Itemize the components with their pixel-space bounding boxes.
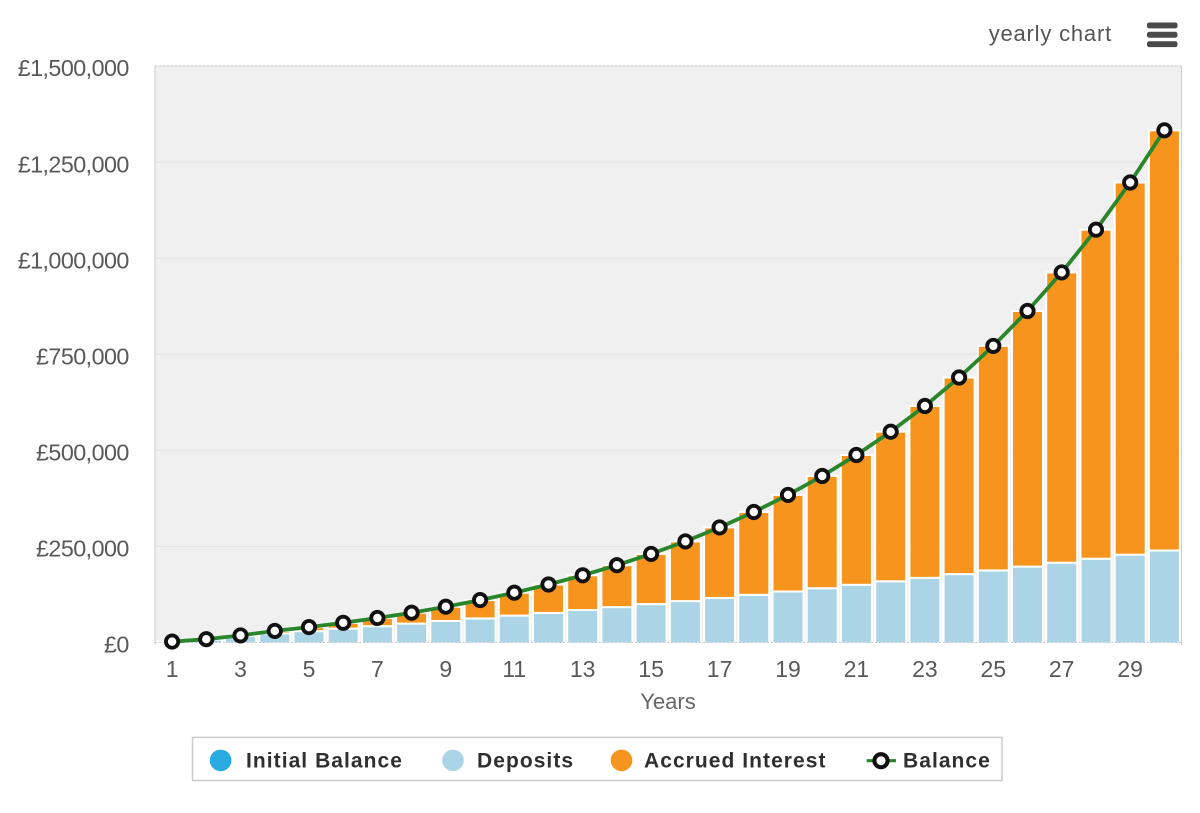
svg-text:19: 19 <box>775 656 801 682</box>
svg-text:15: 15 <box>638 656 664 682</box>
svg-text:Balance: Balance <box>903 750 991 773</box>
svg-text:13: 13 <box>570 656 596 682</box>
svg-text:3: 3 <box>234 656 247 682</box>
svg-text:Accrued Interest: Accrued Interest <box>644 750 827 773</box>
svg-text:23: 23 <box>912 656 938 682</box>
svg-text:29: 29 <box>1117 656 1143 682</box>
svg-text:£750,000: £750,000 <box>36 344 129 370</box>
svg-text:1: 1 <box>166 656 179 682</box>
svg-text:£1,250,000: £1,250,000 <box>18 151 130 177</box>
svg-text:£1,500,000: £1,500,000 <box>18 55 130 81</box>
svg-text:21: 21 <box>844 656 870 682</box>
svg-text:Initial Balance: Initial Balance <box>246 750 403 773</box>
svg-text:£0: £0 <box>104 632 129 658</box>
svg-text:25: 25 <box>981 656 1007 682</box>
svg-text:17: 17 <box>707 656 733 682</box>
svg-text:27: 27 <box>1049 656 1075 682</box>
svg-text:7: 7 <box>371 656 384 682</box>
svg-text:£1,000,000: £1,000,000 <box>18 247 130 273</box>
svg-text:11: 11 <box>502 656 526 682</box>
svg-text:9: 9 <box>439 656 452 682</box>
svg-text:£500,000: £500,000 <box>36 440 129 466</box>
svg-text:5: 5 <box>303 656 316 682</box>
svg-text:Deposits: Deposits <box>477 750 574 773</box>
svg-text:yearly chart: yearly chart <box>989 21 1112 46</box>
svg-text:£250,000: £250,000 <box>36 536 129 562</box>
svg-text:Years: Years <box>640 689 695 714</box>
